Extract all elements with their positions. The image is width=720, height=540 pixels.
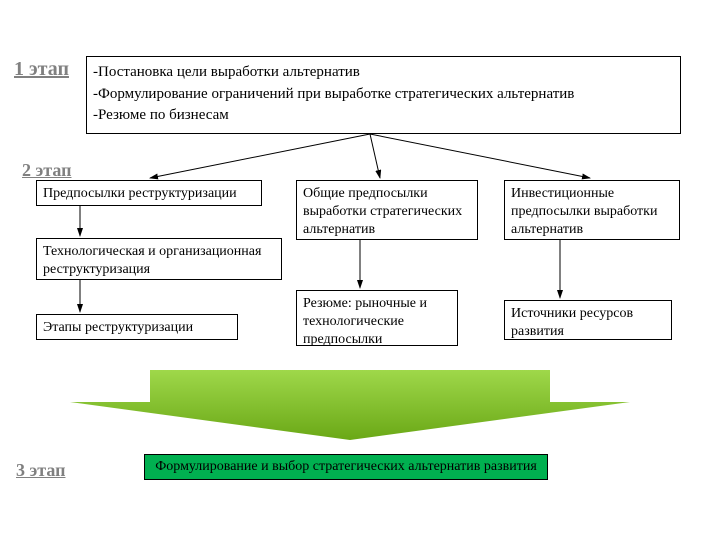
big-arrow-icon bbox=[70, 370, 630, 440]
stage1-box: -Постановка цели выработки альтернатив -… bbox=[86, 56, 681, 134]
col2-box-a: Общие предпосылки выработки стратегическ… bbox=[296, 180, 478, 240]
fan-arrow-2 bbox=[370, 134, 380, 178]
stage-3-label: 3 этап bbox=[16, 460, 65, 481]
final-box: Формулирование и выбор стратегических ал… bbox=[144, 454, 548, 480]
col1-box-c: Этапы реструктуризации bbox=[36, 314, 238, 340]
stage1-line2: -Формулирование ограничений при выработк… bbox=[93, 85, 674, 105]
stage1-line1: -Постановка цели выработки альтернатив bbox=[93, 63, 674, 83]
fan-arrow-1 bbox=[150, 134, 370, 178]
col1-box-a: Предпосылки реструктуризации bbox=[36, 180, 262, 206]
stage-1-label: 1 этап bbox=[14, 58, 69, 81]
fan-arrow-3 bbox=[370, 134, 590, 178]
col2-box-b: Резюме: рыночные и технологические предп… bbox=[296, 290, 458, 346]
stage-2-label: 2 этап bbox=[22, 160, 71, 181]
col3-box-a: Инвестиционные предпосылки выработки аль… bbox=[504, 180, 680, 240]
col1-box-b: Технологическая и организационная рестру… bbox=[36, 238, 282, 280]
stage1-line3: -Резюме по бизнесам bbox=[93, 106, 674, 126]
col3-box-b: Источники ресурсов развития bbox=[504, 300, 672, 340]
